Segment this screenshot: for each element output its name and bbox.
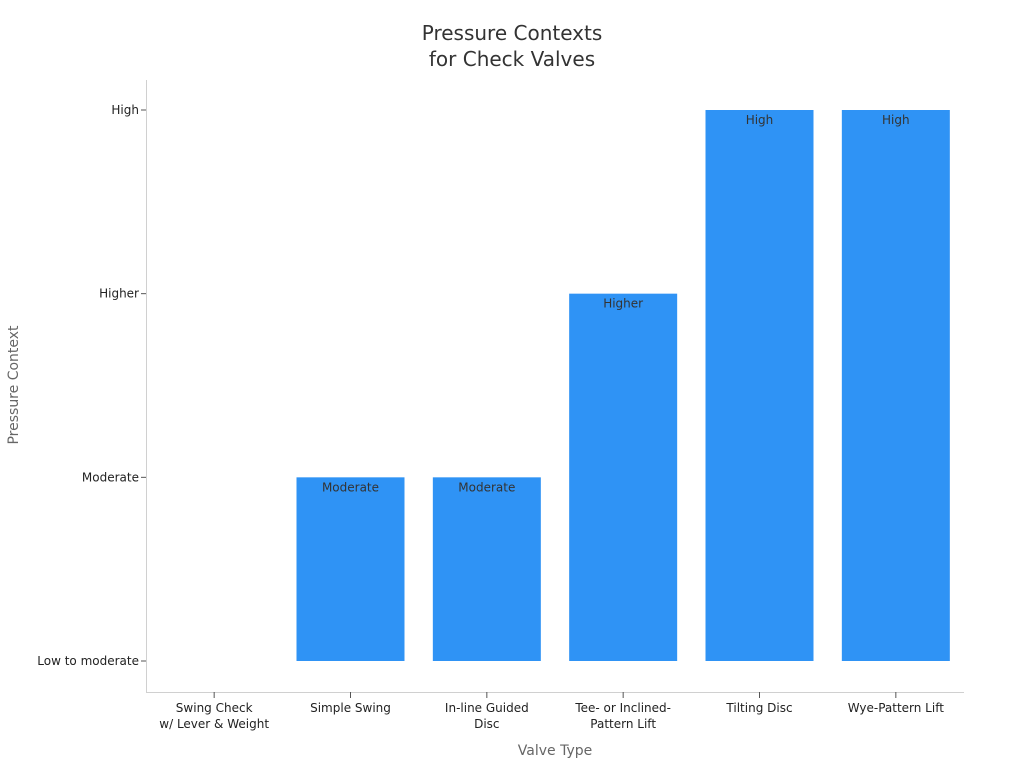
x-tick-label: Tilting Disc — [725, 701, 792, 715]
bar — [705, 110, 814, 661]
bar — [296, 477, 405, 661]
y-axis-ticks: Low to moderate Moderate Higher High — [37, 103, 146, 668]
y-tick-label: Low to moderate — [37, 654, 139, 668]
y-tick-label: Higher — [99, 287, 139, 301]
x-axis-ticks: Swing Check w/ Lever & Weight Simple Swing… — [159, 692, 944, 731]
bar — [432, 477, 541, 661]
x-tick-label: Simple Swing — [310, 701, 391, 715]
bar — [569, 293, 678, 661]
bar-data-label: Higher — [603, 297, 643, 311]
y-tick-label: Moderate — [82, 470, 139, 484]
x-tick-label: In-line Guided Disc — [445, 701, 529, 731]
bars: Moderate Moderate Higher High High — [296, 110, 950, 661]
y-tick-label: High — [111, 103, 139, 117]
bar-data-label: Moderate — [322, 480, 379, 494]
bar-data-label: High — [882, 113, 910, 127]
x-axis-label: Valve Type — [518, 743, 592, 759]
chart-title-line-2: for Check Valves — [429, 47, 595, 71]
x-tick-label: Swing Check w/ Lever & Weight — [159, 701, 269, 731]
chart-title-line-1: Pressure Contexts — [422, 21, 603, 45]
x-tick-label: Tee- or Inclined-Pattern Lift — [574, 701, 671, 731]
bar-data-label: Moderate — [458, 480, 515, 494]
chart-title: Pressure Contexts for Check Valves — [422, 21, 603, 71]
bar-data-label: High — [746, 113, 774, 127]
bar — [841, 110, 950, 661]
x-tick-label: Wye-Pattern Lift — [848, 701, 944, 715]
y-axis-label: Pressure Context — [6, 325, 22, 445]
